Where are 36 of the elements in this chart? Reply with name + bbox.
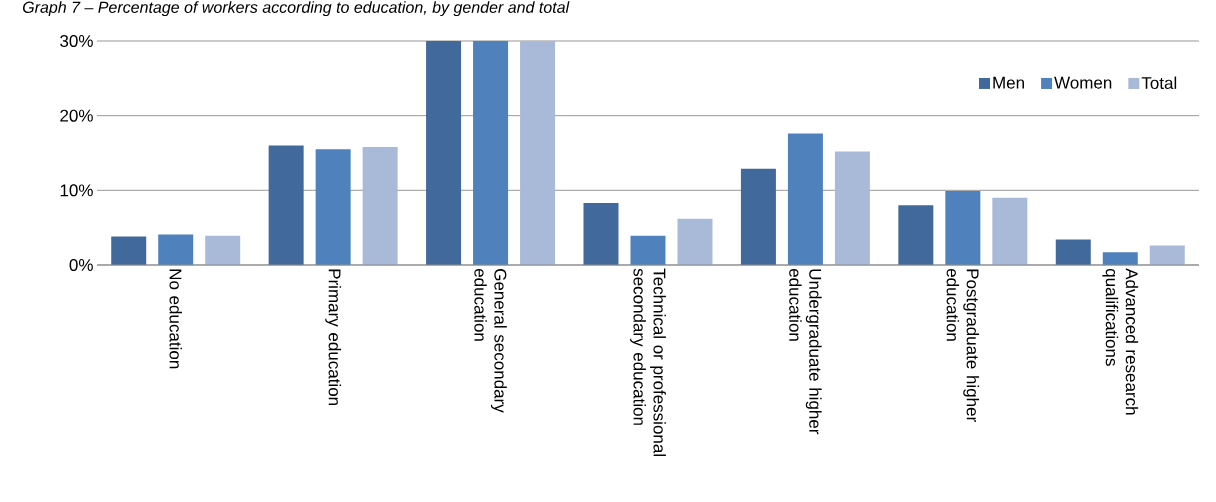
bar [158, 234, 194, 265]
bar [1149, 245, 1185, 265]
x-tick-label: General secondary education [474, 268, 507, 413]
bar [315, 149, 351, 265]
bar [362, 147, 398, 265]
x-tick-label: Undergraduate higher education [789, 268, 822, 435]
legend-label: Total [1141, 76, 1177, 90]
bar [630, 235, 666, 265]
bar [945, 191, 981, 265]
legend-label: Men [993, 76, 1024, 89]
bar [992, 197, 1028, 265]
bar [1102, 252, 1138, 265]
bar [787, 133, 823, 265]
bar [898, 205, 934, 265]
bar [677, 218, 713, 265]
y-tick-label: 30% [60, 34, 93, 48]
chart-title: Graph 7 – Percentage of workers according to education, by gender and total [23, 1, 570, 17]
y-tick-label: 10% [60, 184, 93, 197]
x-tick-label: Advanced research qualifications [1102, 268, 1139, 415]
bar [740, 168, 776, 265]
y-tick-label: 0% [69, 258, 93, 272]
y-tick-label: 20% [60, 109, 93, 122]
bar [111, 236, 147, 265]
bar [473, 40, 509, 265]
x-tick-label: Postgraduate higher education [946, 268, 980, 422]
legend-label: Women [1054, 76, 1112, 89]
x-tick-label: Technical or professional secondary education [630, 268, 666, 456]
bar [268, 145, 304, 265]
bar [426, 40, 462, 265]
bar [834, 151, 870, 265]
bar [205, 235, 241, 265]
x-tick-label: No education [169, 269, 182, 369]
x-tick-label: Primary education [325, 269, 342, 405]
bar [1055, 239, 1091, 265]
bar [520, 40, 556, 265]
bar [583, 203, 619, 265]
